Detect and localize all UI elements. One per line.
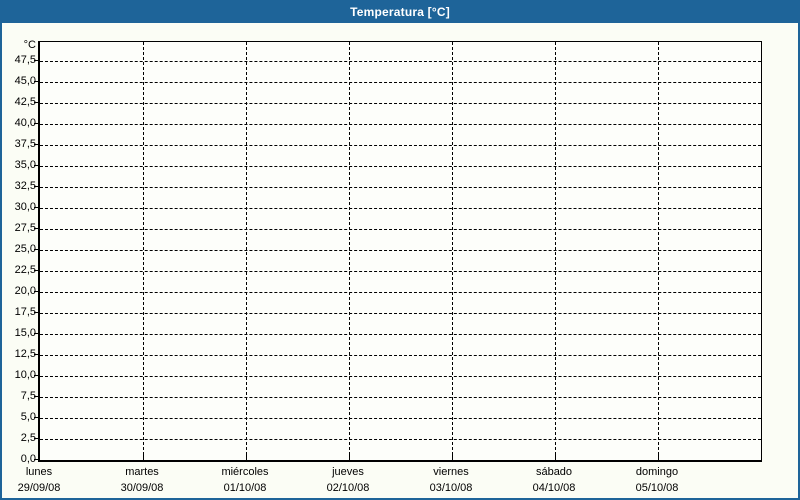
y-gridline bbox=[40, 82, 761, 83]
y-axis-tick bbox=[34, 333, 38, 334]
y-axis-tick-label: 35,0 bbox=[14, 159, 36, 171]
x-axis-day-label: viernes bbox=[433, 466, 469, 478]
x-axis-tick bbox=[658, 452, 659, 462]
x-axis-date-label: 01/10/08 bbox=[223, 482, 267, 494]
plot-area bbox=[38, 41, 762, 462]
y-axis-tick bbox=[34, 186, 38, 187]
x-axis-tick bbox=[349, 452, 350, 462]
y-axis-tick bbox=[34, 459, 38, 460]
y-axis-tick-label: 15,0 bbox=[14, 327, 36, 339]
x-axis-day-label: martes bbox=[125, 466, 159, 478]
y-gridline bbox=[40, 250, 761, 251]
x-axis-day-label: domingo bbox=[635, 466, 679, 478]
y-gridline bbox=[40, 292, 761, 293]
x-gridline bbox=[143, 42, 144, 460]
y-axis-tick bbox=[34, 144, 38, 145]
x-axis-tick bbox=[452, 452, 453, 462]
y-axis-tick-label: 5,0 bbox=[20, 411, 36, 423]
x-axis-tick bbox=[143, 452, 144, 462]
x-gridline bbox=[555, 42, 556, 460]
y-axis-unit-label: °C bbox=[23, 39, 36, 51]
x-gridline bbox=[349, 42, 350, 460]
y-axis-tick-label: 42,5 bbox=[14, 96, 36, 108]
y-axis-tick bbox=[34, 417, 38, 418]
y-axis-tick bbox=[34, 165, 38, 166]
y-gridline bbox=[40, 397, 761, 398]
y-axis-tick-label: 37,5 bbox=[14, 138, 36, 150]
x-axis-day-label: lunes bbox=[25, 466, 53, 478]
y-axis-tick-label: 40,0 bbox=[14, 117, 36, 129]
y-axis-tick bbox=[34, 123, 38, 124]
y-gridline bbox=[40, 61, 761, 62]
y-gridline bbox=[40, 145, 761, 146]
x-axis-date-label: 05/10/08 bbox=[635, 482, 679, 494]
y-gridline bbox=[40, 229, 761, 230]
y-axis-tick bbox=[34, 81, 38, 82]
y-gridline bbox=[40, 355, 761, 356]
y-axis-tick bbox=[34, 312, 38, 313]
y-axis-tick bbox=[34, 228, 38, 229]
y-gridline bbox=[40, 103, 761, 104]
y-axis-tick bbox=[34, 354, 38, 355]
y-gridline bbox=[40, 187, 761, 188]
y-axis-tick-label: 32,5 bbox=[14, 180, 36, 192]
x-gridline bbox=[246, 42, 247, 460]
y-axis-tick-label: 12,5 bbox=[14, 348, 36, 360]
y-gridline bbox=[40, 208, 761, 209]
y-axis-tick-label: 17,5 bbox=[14, 306, 36, 318]
x-axis-tick bbox=[246, 452, 247, 462]
x-gridline bbox=[658, 42, 659, 460]
y-axis-tick-label: 2,5 bbox=[20, 432, 36, 444]
y-gridline bbox=[40, 376, 761, 377]
y-axis-tick-label: 20,0 bbox=[14, 285, 36, 297]
y-axis-tick bbox=[34, 207, 38, 208]
y-gridline bbox=[40, 334, 761, 335]
y-axis-tick-label: 30,0 bbox=[14, 201, 36, 213]
y-axis-tick-label: 27,5 bbox=[14, 222, 36, 234]
y-axis-tick bbox=[34, 396, 38, 397]
y-axis-tick bbox=[34, 291, 38, 292]
x-axis-date-label: 02/10/08 bbox=[326, 482, 370, 494]
y-gridline bbox=[40, 439, 761, 440]
x-axis-date-label: 29/09/08 bbox=[17, 482, 61, 494]
y-gridline bbox=[40, 124, 761, 125]
y-axis-tick bbox=[34, 438, 38, 439]
x-axis-day-label: miércoles bbox=[221, 466, 269, 478]
x-axis-date-label: 30/09/08 bbox=[120, 482, 164, 494]
x-axis-date-label: 04/10/08 bbox=[532, 482, 576, 494]
y-axis-tick-label: 10,0 bbox=[14, 369, 36, 381]
chart-title: Temperatura [°C] bbox=[350, 4, 450, 19]
x-axis-day-label: jueves bbox=[332, 466, 364, 478]
y-axis-tick bbox=[34, 60, 38, 61]
x-gridline bbox=[452, 42, 453, 460]
chart-title-bar: Temperatura [°C] bbox=[0, 0, 800, 23]
y-axis-tick-label: 22,5 bbox=[14, 264, 36, 276]
y-gridline bbox=[40, 418, 761, 419]
y-axis-tick-label: 7,5 bbox=[20, 390, 36, 402]
y-axis-tick bbox=[34, 375, 38, 376]
x-axis-tick bbox=[555, 452, 556, 462]
x-axis-day-label: sábado bbox=[535, 466, 573, 478]
y-axis-tick-label: 0,0 bbox=[20, 453, 36, 465]
y-gridline bbox=[40, 166, 761, 167]
y-gridline bbox=[40, 313, 761, 314]
y-gridline bbox=[40, 271, 761, 272]
y-axis-tick bbox=[34, 270, 38, 271]
y-axis-tick-label: 47,5 bbox=[14, 54, 36, 66]
y-axis-tick-label: 45,0 bbox=[14, 75, 36, 87]
y-axis-tick-label: 25,0 bbox=[14, 243, 36, 255]
x-axis-date-label: 03/10/08 bbox=[429, 482, 473, 494]
y-axis-tick bbox=[34, 102, 38, 103]
y-axis-tick bbox=[34, 249, 38, 250]
